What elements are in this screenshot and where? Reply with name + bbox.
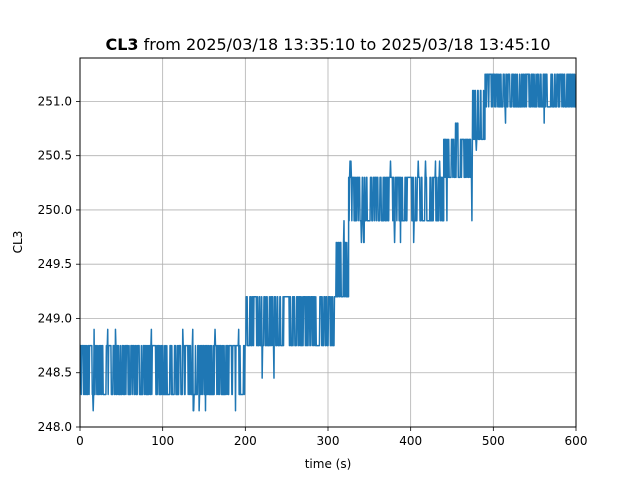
x-tick-label: 0 [76, 434, 84, 448]
chart-title-bold: CL3 [105, 35, 138, 54]
ticks: 0 100 200 300 400 500 600 248.0 248.5 249.0 249.5 2… [38, 94, 588, 448]
x-axis-label: time (s) [305, 457, 352, 471]
y-tick-label: 249.0 [38, 311, 72, 325]
y-tick-label: 249.5 [38, 257, 72, 271]
y-tick-label: 250.0 [38, 203, 72, 217]
x-tick-label: 600 [565, 434, 588, 448]
y-tick-label: 251.0 [38, 94, 72, 108]
y-tick-label: 250.5 [38, 149, 72, 163]
series-line [79, 73, 577, 412]
y-axis-label: CL3 [11, 231, 25, 254]
x-tick-label: 300 [317, 434, 340, 448]
y-tick-label: 248.0 [38, 420, 72, 434]
chart-title: CL3 from 2025/03/18 13:35:10 to 2025/03/… [105, 35, 550, 54]
x-tick-label: 500 [482, 434, 505, 448]
grid [79, 58, 577, 428]
x-tick-label: 400 [399, 434, 422, 448]
y-tick-label: 248.5 [38, 366, 72, 380]
plot-area [79, 73, 577, 412]
x-tick-label: 100 [151, 434, 174, 448]
chart-title-rest: from 2025/03/18 13:35:10 to 2025/03/18 1… [139, 35, 551, 54]
x-tick-label: 200 [234, 434, 257, 448]
